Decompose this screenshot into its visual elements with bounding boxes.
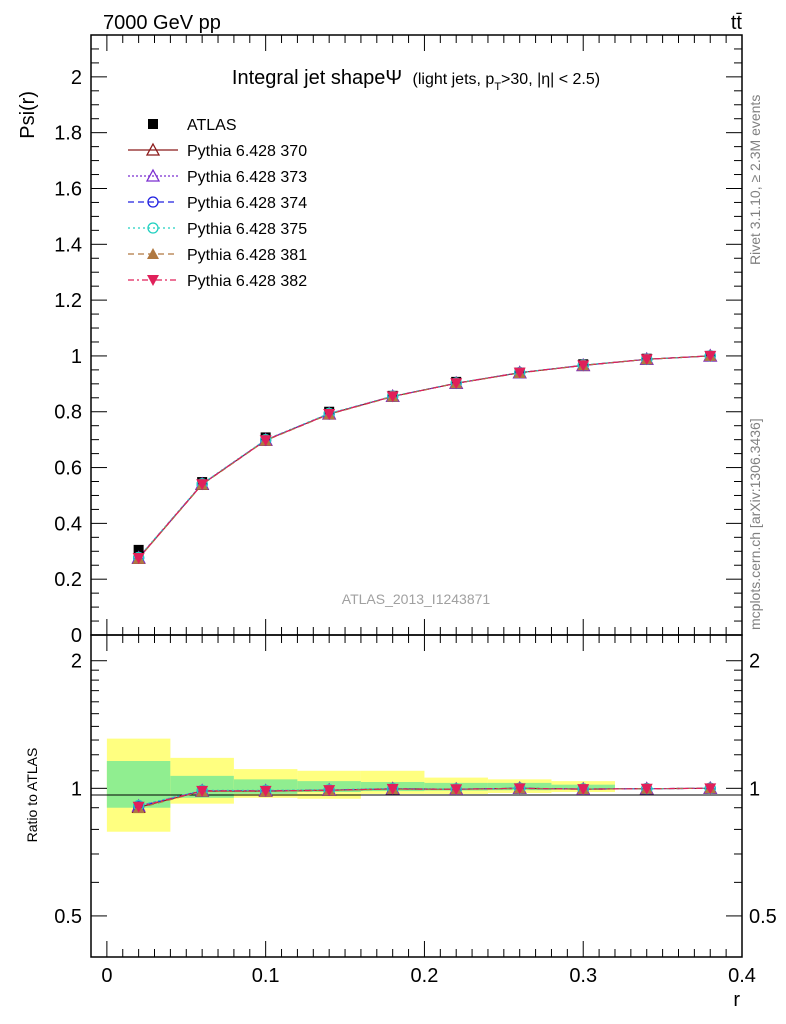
ratio-marker-6 xyxy=(323,785,336,797)
header-energy-label: 7000 GeV pp xyxy=(103,12,221,34)
x-tick-label: 0.4 xyxy=(728,965,756,987)
legend-label-6: Pythia 6.428 382 xyxy=(187,273,307,290)
plot-title-sub: (light jets, p xyxy=(413,71,495,88)
series-line-6 xyxy=(138,355,711,559)
legend-marker-atlas xyxy=(148,119,158,129)
legend-marker-1 xyxy=(145,142,161,156)
plot-title: Integral jet shapeΨ (light jets, pT>30, … xyxy=(232,67,600,93)
ratio-y-tick-label: 0.5 xyxy=(54,906,82,928)
series-line-1 xyxy=(138,355,711,559)
ratio-line-2 xyxy=(138,787,711,807)
ratio-y-tick-label-right: 1 xyxy=(749,778,760,800)
series-marker-6 xyxy=(577,360,590,372)
legend-label-1: Pythia 6.428 370 xyxy=(187,143,307,160)
legend-marker-5 xyxy=(147,248,159,259)
ratio-marker-6 xyxy=(640,783,653,795)
x-axis-label: r xyxy=(733,989,740,1011)
ratio-x-axis: 0 0.1 0.2 0.3 0.4 xyxy=(101,635,756,987)
ratio-series-markers xyxy=(131,780,718,814)
ratio-y-axis-label: Ratio to ATLAS xyxy=(24,748,40,843)
legend-label-2: Pythia 6.428 373 xyxy=(187,169,307,186)
ratio-marker-6 xyxy=(450,784,463,796)
legend: ATLAS Pythia 6.428 370 Pythia 6.428 373 Pyt… xyxy=(128,117,307,290)
series-marker-6 xyxy=(640,354,653,366)
ratio-marker-6 xyxy=(259,785,272,797)
plot-title-sub-rest: >30, |η| < 2.5) xyxy=(501,71,600,88)
ratio-y-tick-label-right: 0.5 xyxy=(749,906,777,928)
main-x-axis-ticks xyxy=(106,35,743,635)
main-y-tick-label: 1.8 xyxy=(54,123,82,145)
main-plot-panel: 0 0.2 0.4 0.6 0.8 1 1.2 1.4 1.6 1.8 2 Psi(r) Integ… xyxy=(17,34,743,647)
x-tick-label: 0.1 xyxy=(252,965,280,987)
legend-marker-6 xyxy=(147,275,159,286)
series-marker-6 xyxy=(386,391,399,403)
legend-marker-4 xyxy=(147,222,159,234)
ratio-marker-6 xyxy=(132,801,145,813)
ratio-marker-6 xyxy=(704,783,717,795)
ratio-uncertainty-bands xyxy=(106,738,615,832)
ratio-marker-6 xyxy=(386,783,399,795)
ratio-y-tick-label: 1 xyxy=(71,778,82,800)
main-y-tick-label: 0 xyxy=(71,625,82,647)
series-marker-6 xyxy=(196,479,209,491)
main-y-tick-label: 1.4 xyxy=(54,234,82,256)
series-line-3 xyxy=(138,355,711,559)
legend-marker-3 xyxy=(147,196,159,208)
plot-title-sub-index: T xyxy=(494,81,501,93)
x-tick-label: 0.3 xyxy=(569,965,597,987)
ratio-series-lines xyxy=(138,787,711,809)
ratio-marker-6 xyxy=(577,784,590,796)
mcplots-label: mcplots.cern.ch [arXiv:1306.3436] xyxy=(747,418,763,630)
main-y-axis: 0 0.2 0.4 0.6 0.8 1 1.2 1.4 1.6 1.8 2 xyxy=(54,48,742,647)
main-y-tick-label: 2 xyxy=(71,67,82,89)
ratio-marker-6 xyxy=(196,785,209,797)
rivet-version-label: Rivet 3.1.10, ≥ 2.3M events xyxy=(747,95,763,265)
ratio-y-tick-label: 2 xyxy=(71,651,82,673)
ratio-plot-panel: 0.5 0.51 12 2 0 0.1 0.2 0.3 0.4 Ratio to ATLAS … xyxy=(24,634,777,1011)
ratio-plot-frame xyxy=(90,634,743,958)
series-marker-6 xyxy=(704,350,717,362)
main-series-markers xyxy=(131,348,718,564)
plot-title-main: Integral jet shapeΨ xyxy=(232,67,402,89)
legend-label-atlas: ATLAS xyxy=(187,117,237,134)
ratio-line-6 xyxy=(138,787,711,808)
legend-label-5: Pythia 6.428 381 xyxy=(187,247,307,264)
legend-label-3: Pythia 6.428 374 xyxy=(187,195,307,212)
main-y-tick-label: 1 xyxy=(71,346,82,368)
analysis-watermark: ATLAS_2013_I1243871 xyxy=(342,591,491,607)
series-line-4 xyxy=(138,355,711,558)
ratio-marker-6 xyxy=(513,783,526,795)
main-y-tick-label: 1.6 xyxy=(54,178,82,200)
atlas-data-point xyxy=(133,544,144,555)
main-y-tick-label: 0.4 xyxy=(54,513,82,535)
main-y-tick-label: 1.2 xyxy=(54,290,82,312)
main-y-axis-label: Psi(r) xyxy=(17,91,39,139)
main-y-tick-label: 0.6 xyxy=(54,458,82,480)
x-tick-label: 0.2 xyxy=(411,965,439,987)
main-y-tick-label: 0.2 xyxy=(54,569,82,591)
series-marker-6 xyxy=(450,378,463,390)
legend-label-4: Pythia 6.428 375 xyxy=(187,221,307,238)
main-y-tick-label: 0.8 xyxy=(54,402,82,424)
series-line-5 xyxy=(138,355,711,559)
legend-marker-2 xyxy=(145,168,161,182)
series-marker-6 xyxy=(259,435,272,447)
main-series-lines xyxy=(138,355,711,559)
series-line-2 xyxy=(138,355,711,559)
series-marker-6 xyxy=(132,552,145,564)
ratio-y-axis: 0.5 0.5 1 1 2 2 xyxy=(54,651,777,928)
series-marker-6 xyxy=(323,408,336,420)
series-marker-6 xyxy=(513,367,526,379)
x-tick-label: 0 xyxy=(101,965,112,987)
header-process-label: tt̄ xyxy=(731,12,743,34)
ratio-y-tick-label-right: 2 xyxy=(749,651,760,673)
